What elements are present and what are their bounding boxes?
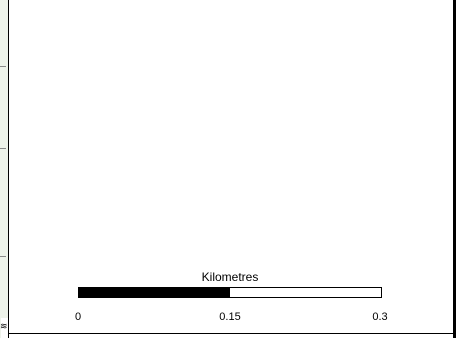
map-corner-patch [1,318,8,338]
scalebar [78,287,382,298]
scalebar-label-end: 0.3 [372,311,388,323]
map-graticule-tick [0,66,6,67]
scalebar-filled-segment [79,288,230,297]
layout-frame-bottom [9,333,456,334]
scalebar-label-middle: 0.15 [219,311,241,323]
layout-frame-right [453,0,456,338]
scalebar-title: Kilometres [201,270,259,284]
map-frame-edge: ≋ [0,0,9,338]
map-graticule-tick [0,256,6,257]
scalebar-label-start: 0 [74,311,82,323]
map-edge-symbol: ≋ [0,322,8,332]
map-graticule-tick [0,148,6,149]
